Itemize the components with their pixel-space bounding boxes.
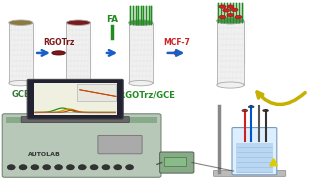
Text: RGOTrz: RGOTrz xyxy=(43,38,74,47)
Ellipse shape xyxy=(223,9,230,12)
Ellipse shape xyxy=(217,18,244,24)
FancyBboxPatch shape xyxy=(164,157,186,166)
Bar xyxy=(6,117,157,123)
FancyBboxPatch shape xyxy=(98,135,142,154)
Ellipse shape xyxy=(67,81,91,86)
Bar xyxy=(217,21,244,85)
Text: FA-RGOTrz/GCE: FA-RGOTrz/GCE xyxy=(104,90,175,99)
FancyBboxPatch shape xyxy=(232,128,277,175)
Ellipse shape xyxy=(54,165,63,170)
Ellipse shape xyxy=(231,8,238,12)
Ellipse shape xyxy=(227,5,234,8)
FancyArrowPatch shape xyxy=(271,160,276,166)
FancyBboxPatch shape xyxy=(213,170,286,176)
Ellipse shape xyxy=(78,165,86,170)
Ellipse shape xyxy=(235,15,242,19)
FancyBboxPatch shape xyxy=(236,143,273,173)
Ellipse shape xyxy=(114,165,122,170)
Text: AUTOLAB: AUTOLAB xyxy=(28,153,61,157)
FancyBboxPatch shape xyxy=(27,79,123,119)
Bar xyxy=(129,23,153,83)
Text: RGOTrz/GCE: RGOTrz/GCE xyxy=(50,90,107,99)
Ellipse shape xyxy=(227,13,234,17)
Ellipse shape xyxy=(173,51,180,55)
Ellipse shape xyxy=(52,51,65,55)
Ellipse shape xyxy=(129,20,153,25)
FancyBboxPatch shape xyxy=(160,152,194,173)
Ellipse shape xyxy=(129,81,153,86)
Ellipse shape xyxy=(242,109,248,112)
Ellipse shape xyxy=(9,20,33,25)
Ellipse shape xyxy=(90,165,98,170)
Ellipse shape xyxy=(19,165,27,170)
Ellipse shape xyxy=(43,165,51,170)
Bar xyxy=(9,23,33,83)
Text: MCF-7: MCF-7 xyxy=(164,38,190,47)
Ellipse shape xyxy=(219,5,226,8)
Bar xyxy=(67,23,90,83)
Ellipse shape xyxy=(9,81,33,86)
Ellipse shape xyxy=(102,165,110,170)
Ellipse shape xyxy=(7,165,15,170)
FancyBboxPatch shape xyxy=(77,84,116,101)
Ellipse shape xyxy=(67,20,91,25)
Ellipse shape xyxy=(129,20,153,25)
Ellipse shape xyxy=(67,165,75,170)
Ellipse shape xyxy=(31,165,39,170)
FancyBboxPatch shape xyxy=(21,116,129,123)
FancyBboxPatch shape xyxy=(34,83,117,115)
Ellipse shape xyxy=(248,106,254,108)
Text: FA: FA xyxy=(106,15,118,24)
Ellipse shape xyxy=(217,18,244,24)
FancyBboxPatch shape xyxy=(2,114,161,177)
FancyArrowPatch shape xyxy=(257,92,305,105)
Ellipse shape xyxy=(217,82,244,88)
Ellipse shape xyxy=(219,15,226,19)
Text: GCE: GCE xyxy=(12,90,30,99)
Ellipse shape xyxy=(126,165,134,170)
Ellipse shape xyxy=(263,109,268,112)
